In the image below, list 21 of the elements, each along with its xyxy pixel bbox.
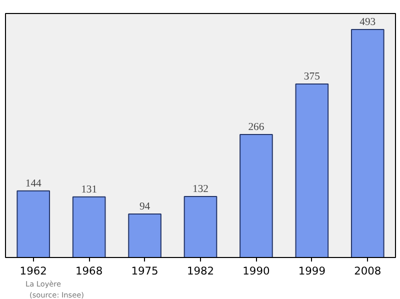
data-label: 131 — [81, 184, 98, 196]
x-tick-label: 2008 — [354, 264, 382, 278]
data-label: 132 — [192, 184, 208, 195]
data-label: 375 — [304, 71, 320, 82]
x-tick-label: 1990 — [242, 264, 270, 278]
bar — [350, 28, 384, 258]
bar — [184, 196, 218, 258]
x-tick-label: 1962 — [20, 264, 47, 278]
bar — [128, 214, 162, 258]
bar — [72, 196, 106, 258]
data-label: 493 — [360, 16, 376, 28]
x-tick-label: 1968 — [76, 264, 103, 278]
bar — [240, 134, 273, 258]
data-label: 266 — [248, 122, 265, 133]
data-label: 94 — [139, 201, 151, 212]
x-tick-label: 1975 — [131, 264, 158, 278]
bar — [16, 190, 50, 258]
bar — [295, 84, 329, 258]
data-label: 144 — [25, 178, 42, 190]
x-tick-label: 1982 — [186, 264, 214, 278]
x-tick-label: 1999 — [298, 264, 326, 278]
